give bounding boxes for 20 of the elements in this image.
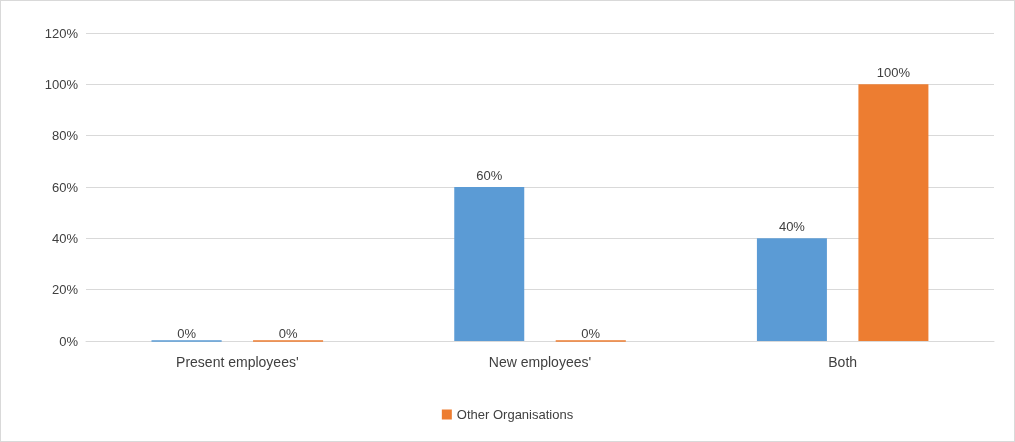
bar — [858, 84, 929, 341]
y-tick-label: 40% — [51, 230, 79, 246]
data-label: 60% — [476, 168, 503, 183]
data-label: 0% — [278, 325, 298, 341]
bar — [454, 187, 525, 341]
y-tick-label: 120% — [44, 25, 79, 41]
x-tick-label: Both — [828, 354, 858, 370]
y-tick-label: 0% — [59, 333, 79, 349]
bar — [756, 238, 827, 341]
x-tick-label: New employees' — [488, 354, 592, 370]
y-tick-label: 20% — [51, 282, 79, 298]
x-tick-label: Present employees' — [176, 354, 299, 370]
data-label: 0% — [581, 325, 601, 341]
legend-label: Other Organisations — [456, 407, 574, 422]
y-tick-label: 80% — [51, 128, 79, 144]
y-tick-label: 100% — [44, 76, 79, 92]
y-tick-label: 60% — [51, 179, 79, 195]
data-label: 0% — [177, 325, 197, 341]
data-label: 40% — [778, 219, 806, 235]
data-label: 100% — [876, 65, 911, 81]
